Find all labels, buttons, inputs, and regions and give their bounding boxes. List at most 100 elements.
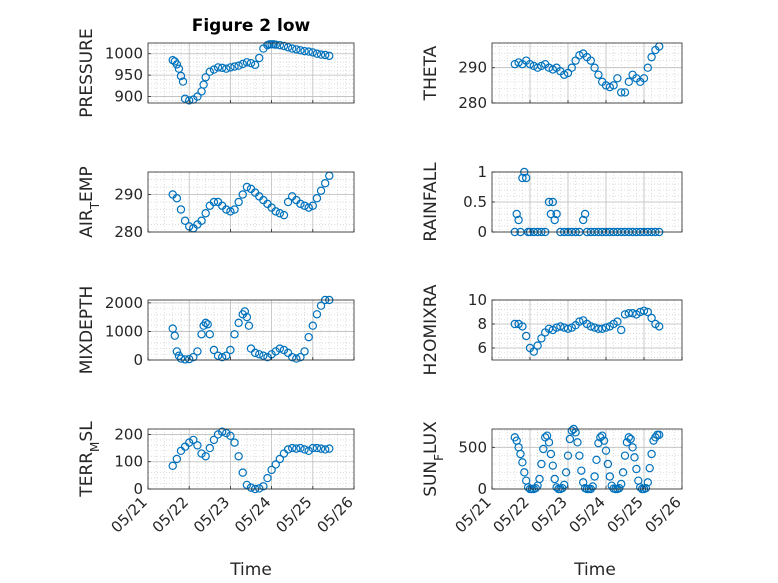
- plot-area: [148, 429, 354, 489]
- data-point: [641, 483, 651, 493]
- data-point: [178, 77, 188, 86]
- data-point: [234, 197, 243, 207]
- data-point: [222, 64, 231, 73]
- subplot-pressure: 900 950 1000 PRESSURE: [77, 28, 355, 118]
- data-point: [575, 317, 584, 326]
- data-point: [647, 449, 656, 459]
- y-tick-label: 200: [114, 425, 143, 443]
- data-point: [300, 445, 309, 454]
- data-point: [525, 59, 535, 69]
- y-tick-label: 10: [468, 291, 487, 309]
- axes-frame: [491, 428, 683, 490]
- data-point: [242, 480, 252, 490]
- data-point: [586, 56, 596, 65]
- plot-area: [148, 300, 354, 360]
- y-tick-label: 500: [458, 438, 487, 456]
- data-point: [234, 61, 243, 70]
- data-point: [320, 445, 330, 454]
- data-point: [275, 454, 285, 464]
- data-point: [308, 321, 317, 330]
- data-point: [250, 60, 260, 70]
- data-point: [639, 74, 649, 83]
- data-point: [643, 478, 653, 487]
- data-point: [189, 435, 198, 445]
- y-axis-label: THETA: [421, 45, 441, 101]
- x-axis-label-left: Time: [229, 560, 272, 580]
- axes-frame: [147, 428, 355, 490]
- data-point: [594, 70, 603, 79]
- data-point: [605, 472, 615, 481]
- data-point: [575, 51, 584, 60]
- data-point: [617, 479, 626, 489]
- data-point: [552, 209, 561, 219]
- data-point: [197, 330, 206, 339]
- data-point: [643, 307, 653, 317]
- data-point: [201, 73, 210, 82]
- data-point: [550, 474, 559, 484]
- data-point: [312, 194, 322, 203]
- data-point: [630, 453, 639, 462]
- data-point: [560, 70, 569, 79]
- data-point: [209, 197, 219, 207]
- data-point: [244, 321, 254, 330]
- data-point: [628, 443, 637, 452]
- data-point: [197, 216, 206, 225]
- data-series: [510, 424, 664, 494]
- data-point: [312, 443, 322, 453]
- y-tick-label: 8: [477, 315, 487, 333]
- y-tick-label: 1000: [105, 45, 143, 63]
- data-point: [292, 45, 301, 54]
- data-point: [292, 354, 301, 363]
- data-point: [205, 443, 214, 453]
- data-point: [180, 216, 190, 225]
- axes-frame: [147, 42, 355, 104]
- data-point: [230, 438, 239, 447]
- data-point: [537, 334, 546, 343]
- data-point: [514, 215, 523, 225]
- data-point: [180, 355, 190, 364]
- y-tick-label: 0.5: [463, 193, 487, 211]
- data-point: [300, 347, 309, 356]
- data-point: [222, 205, 231, 214]
- data-point: [242, 312, 252, 322]
- data-point: [647, 313, 656, 323]
- data-point: [573, 438, 582, 447]
- data-point: [296, 199, 305, 209]
- data-point: [590, 472, 599, 481]
- data-point: [567, 426, 577, 435]
- y-tick-label: 280: [114, 223, 143, 241]
- data-point: [599, 436, 609, 445]
- data-point: [617, 325, 626, 335]
- data-point: [217, 63, 227, 73]
- data-point: [304, 332, 313, 342]
- data-point: [601, 323, 611, 332]
- data-point: [193, 347, 202, 356]
- data-point: [213, 63, 223, 72]
- data-point: [522, 331, 531, 341]
- data-point: [222, 351, 231, 360]
- subplot-air-temp: 280 290 AIRTEMP: [77, 166, 355, 241]
- axes-frame: [147, 299, 355, 361]
- data-point: [308, 443, 317, 453]
- data-point: [320, 50, 330, 60]
- data-point: [184, 438, 194, 447]
- data-point: [548, 197, 558, 207]
- data-point: [300, 201, 309, 210]
- data-point: [516, 449, 525, 459]
- data-point: [548, 461, 558, 470]
- data-point: [288, 443, 297, 453]
- y-tick-label: 100: [114, 453, 143, 471]
- data-point: [238, 190, 247, 199]
- data-point: [246, 483, 256, 492]
- data-point: [550, 215, 559, 225]
- data-point: [626, 434, 635, 444]
- axes-frame: [491, 299, 683, 361]
- data-point: [275, 344, 285, 353]
- data-point: [168, 461, 177, 471]
- data-point: [209, 65, 219, 74]
- y-tick-label: 900: [114, 88, 143, 106]
- data-point: [193, 441, 202, 450]
- data-point: [565, 434, 575, 444]
- data-point: [296, 352, 305, 362]
